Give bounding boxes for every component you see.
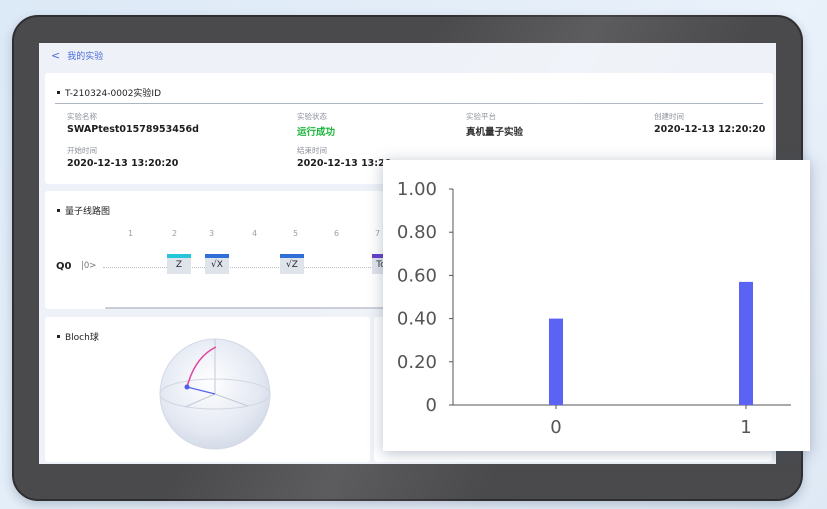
gate-cap xyxy=(205,254,229,258)
column-number: 4 xyxy=(252,229,258,238)
bar xyxy=(739,281,753,405)
bullet-icon xyxy=(57,91,60,94)
circuit-scrollbar[interactable] xyxy=(105,307,425,309)
bullet-icon xyxy=(57,335,60,338)
field-experiment-status: 实验状态 运行成功 xyxy=(297,112,336,138)
y-tick-label: 0.40 xyxy=(397,309,437,330)
column-number: 1 xyxy=(128,229,134,238)
column-number: 6 xyxy=(334,229,340,238)
column-number: 2 xyxy=(172,229,178,238)
field-created-time: 创建时间 2020-12-13 12:20:20 xyxy=(654,112,766,135)
column-number: 5 xyxy=(293,229,299,238)
y-tick-label: 0 xyxy=(426,395,437,416)
probability-chart-popup: 0 0.20 0.40 0.60 0.80 1.00 0 1 xyxy=(383,160,810,451)
qubit-initial-state: |0> xyxy=(81,261,97,271)
qubit-label: Q0 xyxy=(56,261,72,272)
circuit-card: 量子线路图 1 2 3 4 5 6 7 Q0 |0> Z √X √Z To xyxy=(45,191,433,309)
y-tick-label: 0.80 xyxy=(397,222,437,243)
column-number: 3 xyxy=(209,229,215,238)
field-experiment-platform: 实验平台 真机量子实验 xyxy=(466,112,524,138)
y-tick-label: 0.60 xyxy=(397,265,437,286)
gate-z[interactable]: Z xyxy=(167,254,191,274)
bullet-icon xyxy=(57,209,60,212)
bar xyxy=(549,318,563,405)
bloch-sphere xyxy=(159,338,271,450)
field-end-time: 结束时间 2020-12-13 13:20 xyxy=(297,146,392,169)
bloch-title: Bloch球 xyxy=(57,330,99,343)
status-badge: 运行成功 xyxy=(297,127,336,138)
gate-cap xyxy=(280,254,304,258)
gate-cap xyxy=(372,254,390,258)
field-start-time: 开始时间 2020-12-13 13:20:20 xyxy=(67,146,179,169)
x-tick-label: 1 xyxy=(740,417,751,438)
y-tick-label: 1.00 xyxy=(397,179,437,200)
experiment-id-title: T-210324-0002实验ID xyxy=(57,86,161,99)
back-link[interactable]: 我的实验 xyxy=(67,52,104,62)
x-tick-label: 0 xyxy=(550,417,561,438)
gate-cap xyxy=(167,254,191,258)
column-number: 7 xyxy=(375,229,381,238)
circuit-title: 量子线路图 xyxy=(57,204,110,217)
breadcrumb[interactable]: < 我的实验 xyxy=(51,49,103,62)
qubit-wire xyxy=(103,267,433,268)
y-tick-label: 0.20 xyxy=(397,352,437,373)
chevron-left-icon[interactable]: < xyxy=(51,49,61,62)
bar-chart: 0 0.20 0.40 0.60 0.80 1.00 0 1 xyxy=(397,179,791,438)
bloch-card: Bloch球 xyxy=(45,317,370,462)
divider xyxy=(55,103,763,104)
gate-sqrt-z[interactable]: √Z xyxy=(280,254,304,274)
field-experiment-name: 实验名称 SWAPtest01578953456d xyxy=(67,112,199,135)
gate-sqrt-x[interactable]: √X xyxy=(205,254,229,274)
